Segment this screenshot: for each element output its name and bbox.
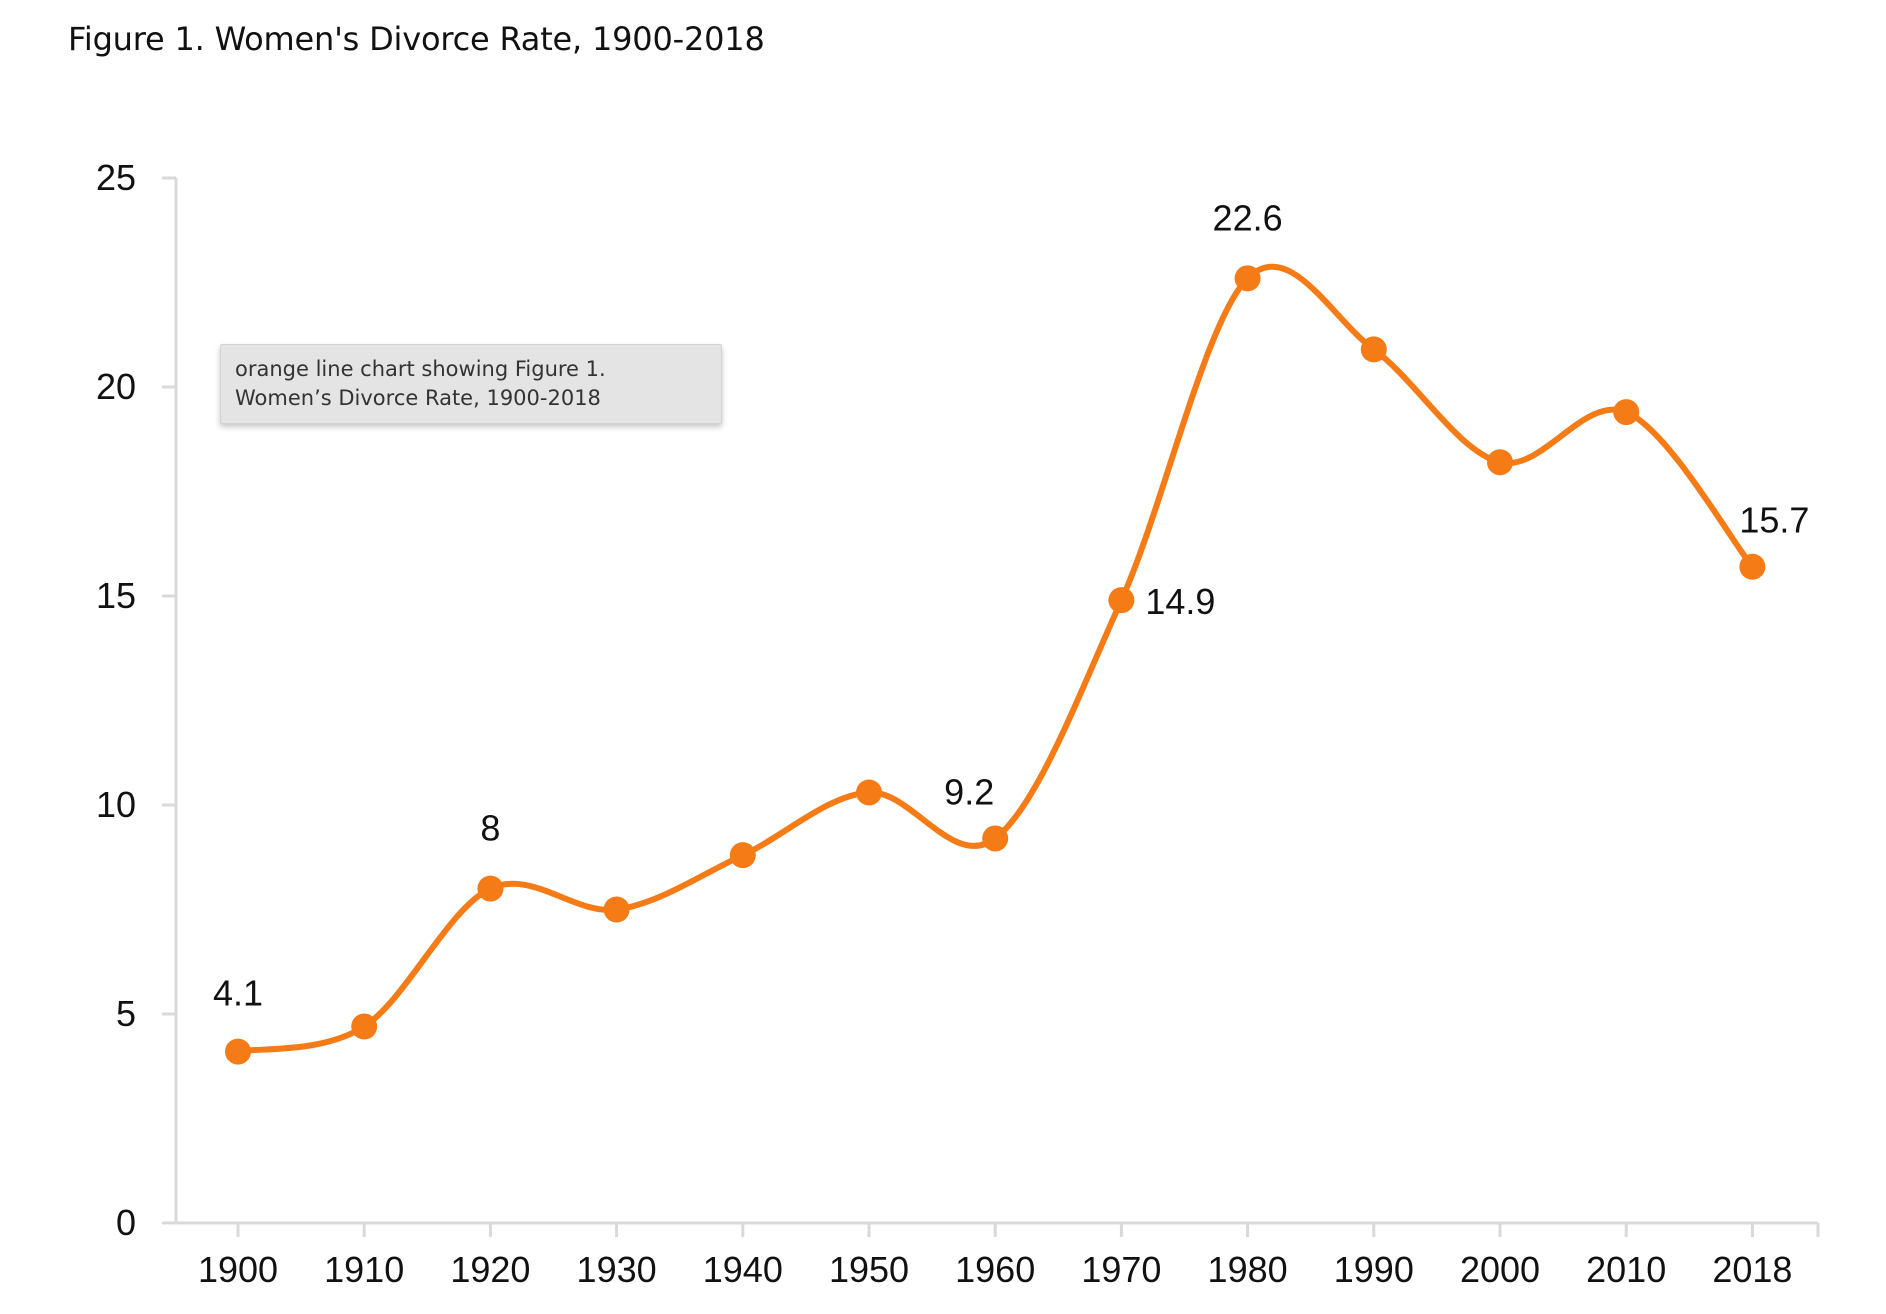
- data-point-1980: [1234, 265, 1261, 292]
- x-axis-tick-labels: 1900 1910 1920 1930 1940 1950 1960 1970 1980 1990…: [198, 1249, 1792, 1290]
- data-label-1970: 14.9: [1145, 581, 1215, 622]
- y-tick-label: 25: [96, 157, 136, 198]
- page-title: Figure 1. Women's Divorce Rate, 1900-201…: [68, 20, 765, 58]
- data-point-1960: [982, 825, 1009, 852]
- y-tick-label: 15: [96, 575, 136, 616]
- data-point-1950: [856, 779, 882, 806]
- x-tick-label: 1900: [198, 1249, 278, 1290]
- data-point-1920: [477, 875, 504, 902]
- x-tick-label: 1960: [955, 1249, 1035, 1290]
- y-axis-tick-labels: 0 5 10 15 20 25: [96, 157, 136, 1243]
- x-tick-label: 1950: [829, 1249, 909, 1290]
- x-tick-label: 2010: [1586, 1249, 1666, 1290]
- data-point-1970: [1108, 587, 1135, 614]
- x-tick-label: 1970: [1081, 1249, 1161, 1290]
- x-tick-label: 1930: [577, 1249, 657, 1290]
- data-label-1980: 22.6: [1213, 197, 1283, 238]
- y-tick-label: 5: [116, 993, 136, 1034]
- data-point-1940: [729, 842, 756, 869]
- data-point-markers: [225, 265, 1766, 1065]
- data-label-1960: 9.2: [944, 771, 994, 812]
- x-tick-label: 1990: [1334, 1249, 1414, 1290]
- x-tick-label: 1940: [703, 1249, 783, 1290]
- data-point-2018: [1739, 553, 1766, 580]
- chart-tooltip: orange line chart showing Figure 1. Wome…: [220, 344, 722, 424]
- data-point-1900: [225, 1038, 251, 1065]
- x-tick-label: 1980: [1208, 1249, 1288, 1290]
- data-labels: 4.1 8 9.2 14.9 22.6 15.7: [213, 197, 1809, 1013]
- x-tick-label: 2000: [1460, 1249, 1540, 1290]
- x-tick-label: 1920: [450, 1249, 530, 1290]
- y-tick-label: 0: [116, 1202, 136, 1243]
- data-point-2010: [1613, 399, 1640, 426]
- data-label-2018: 15.7: [1739, 500, 1809, 541]
- data-point-2000: [1487, 449, 1513, 476]
- data-point-1990: [1360, 336, 1387, 363]
- data-point-1910: [351, 1013, 378, 1040]
- x-tick-label: 2018: [1712, 1249, 1792, 1290]
- x-tick-label: 1910: [324, 1249, 404, 1290]
- y-tick-label: 10: [96, 784, 136, 825]
- data-label-1920: 8: [480, 808, 500, 849]
- y-tick-label: 20: [96, 366, 136, 407]
- data-point-1930: [603, 896, 630, 923]
- chart-axes: [162, 176, 1820, 1237]
- data-label-1900: 4.1: [213, 973, 263, 1014]
